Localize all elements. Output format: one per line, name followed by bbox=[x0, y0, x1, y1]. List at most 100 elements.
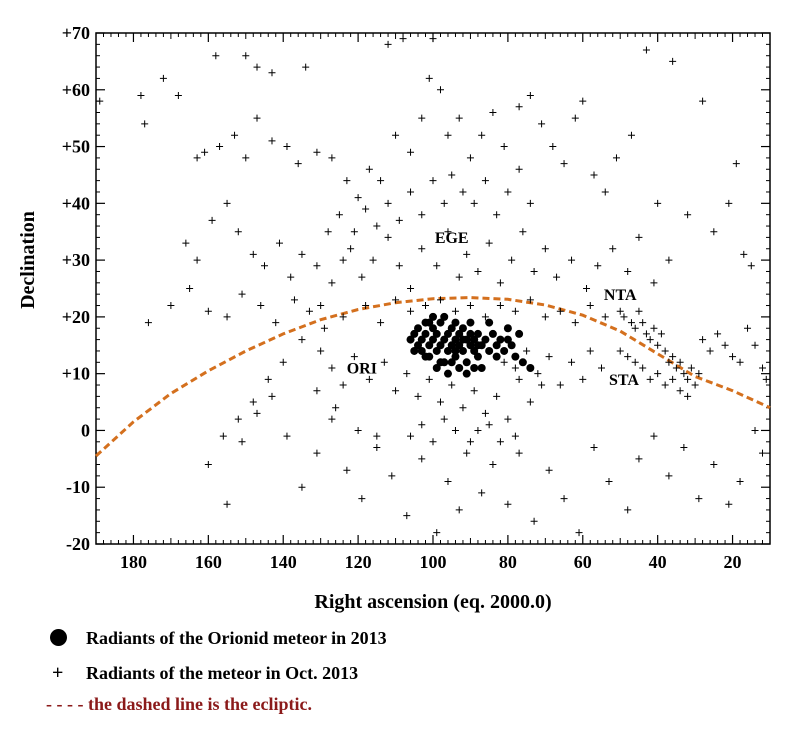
orionid-radiant-point bbox=[455, 329, 464, 338]
october-radiant-point bbox=[186, 285, 194, 292]
october-radiant-point bbox=[418, 421, 426, 429]
legend-october-label: Radiants of the meteor in Oct. 2013 bbox=[86, 663, 359, 683]
annotations: EGE NTA ORI STA bbox=[347, 230, 640, 389]
orionid-radiant-point bbox=[417, 335, 426, 344]
orionid-radiant-point bbox=[511, 352, 520, 361]
orionid-radiant-point bbox=[458, 324, 467, 333]
october-radiant-point bbox=[729, 353, 737, 361]
october-radiant-point bbox=[459, 404, 467, 412]
legend-october: + Radiants of the meteor in Oct. 2013 bbox=[46, 662, 358, 685]
x-tick-label: 180 bbox=[120, 552, 147, 572]
october-radiant-point bbox=[571, 319, 579, 327]
filled-circle-icon bbox=[50, 629, 67, 646]
october-radiant-point bbox=[429, 438, 437, 446]
october-radiant-point bbox=[392, 387, 400, 395]
october-radiant-point bbox=[418, 114, 426, 122]
x-tick-label: 100 bbox=[420, 552, 447, 572]
october-radiant-point bbox=[515, 449, 523, 457]
october-radiant-point bbox=[298, 336, 306, 344]
october-radiant-point bbox=[440, 415, 448, 423]
y-axis-title: Declination bbox=[17, 211, 39, 309]
october-radiant-point bbox=[253, 409, 261, 417]
orionid-radiant-point bbox=[451, 335, 460, 344]
october-radiant-point bbox=[96, 97, 104, 105]
october-radiant-point bbox=[545, 466, 553, 474]
october-radiant-point bbox=[553, 273, 561, 281]
october-radiant-point bbox=[549, 143, 557, 151]
october-radiant-point bbox=[268, 392, 276, 400]
october-radiant-point bbox=[208, 216, 216, 224]
orionid-radiant-point bbox=[503, 335, 512, 344]
october-radiant-point bbox=[530, 267, 538, 275]
october-radiant-point bbox=[635, 455, 643, 463]
october-radiant-point bbox=[234, 415, 242, 423]
october-radiant-point bbox=[541, 313, 549, 321]
y-tick-label: 0 bbox=[81, 420, 90, 440]
october-radiant-point bbox=[639, 364, 647, 372]
october-radiant-point bbox=[159, 74, 167, 82]
october-radiant-point bbox=[369, 256, 377, 264]
october-radiant-point bbox=[515, 103, 523, 111]
x-tick-label: 120 bbox=[345, 552, 372, 572]
orionid-radiant-point bbox=[485, 318, 494, 327]
october-radiant-point bbox=[530, 517, 538, 525]
october-radiant-point bbox=[407, 307, 415, 315]
x-tick-label: 140 bbox=[270, 552, 297, 572]
october-radiant-point bbox=[407, 188, 415, 196]
october-radiant-point bbox=[642, 46, 650, 54]
october-radiant-point bbox=[384, 233, 392, 241]
october-radiant-point bbox=[343, 177, 351, 185]
october-radiant-point bbox=[583, 285, 591, 292]
x-axis-title: Right ascension (eq. 2000.0) bbox=[314, 591, 551, 613]
october-radiant-point bbox=[343, 466, 351, 474]
october-radiant-point bbox=[601, 313, 609, 321]
october-radiant-point bbox=[238, 438, 246, 446]
october-radiant-point bbox=[598, 364, 605, 372]
october-radiant-point bbox=[242, 154, 250, 162]
orionid-radiant-point bbox=[410, 329, 419, 338]
october-radiant-point bbox=[481, 313, 489, 321]
october-radiant-point bbox=[500, 358, 508, 366]
october-radiant-point bbox=[710, 228, 718, 236]
orionid-radiant-point bbox=[473, 341, 482, 350]
october-radiant-point bbox=[661, 381, 669, 389]
october-radiant-point bbox=[407, 432, 415, 440]
october-radiant-point bbox=[635, 233, 643, 241]
october-radiant-point bbox=[624, 506, 632, 514]
october-radiant-point bbox=[433, 529, 441, 537]
october-radiant-point bbox=[418, 211, 426, 219]
october-radiant-point bbox=[568, 256, 576, 264]
october-radiant-point bbox=[474, 426, 482, 434]
orionid-radiant-point bbox=[447, 358, 456, 367]
october-radiant-point bbox=[377, 319, 385, 327]
october-radiant-point bbox=[261, 262, 268, 270]
october-radiant-point bbox=[328, 154, 336, 162]
october-radiant-point bbox=[710, 461, 718, 469]
october-radiant-point bbox=[268, 69, 276, 77]
orionid-radiant-point bbox=[410, 346, 419, 355]
october-radiant-point bbox=[620, 313, 628, 321]
october-radiant-point bbox=[328, 279, 336, 287]
october-radiant-point bbox=[657, 330, 665, 338]
october-radiant-point bbox=[272, 319, 280, 327]
october-radiant-point bbox=[650, 432, 658, 440]
october-radiant-point bbox=[511, 307, 519, 315]
october-radiant-point bbox=[590, 443, 598, 451]
orionid-radiant-point bbox=[451, 318, 460, 327]
october-radiant-point bbox=[320, 324, 328, 332]
october-radiant-point bbox=[347, 245, 355, 253]
shower-label: NTA bbox=[604, 287, 637, 304]
october-radiant-point bbox=[219, 432, 227, 440]
orionid-radiant-point bbox=[436, 318, 445, 327]
october-radiant-point bbox=[436, 86, 444, 94]
orionid-radiant-point bbox=[443, 369, 452, 378]
october-radiant-point bbox=[455, 506, 463, 514]
october-radiant-point bbox=[470, 387, 478, 395]
october-radiant-point bbox=[466, 302, 474, 310]
october-radiant-point bbox=[740, 250, 748, 258]
orionid-radiant-point bbox=[466, 318, 475, 327]
october-radiant-point bbox=[714, 330, 722, 338]
october-radiant-point bbox=[223, 199, 231, 207]
october-radiant-point bbox=[612, 154, 620, 162]
october-radiant-point bbox=[669, 57, 677, 65]
